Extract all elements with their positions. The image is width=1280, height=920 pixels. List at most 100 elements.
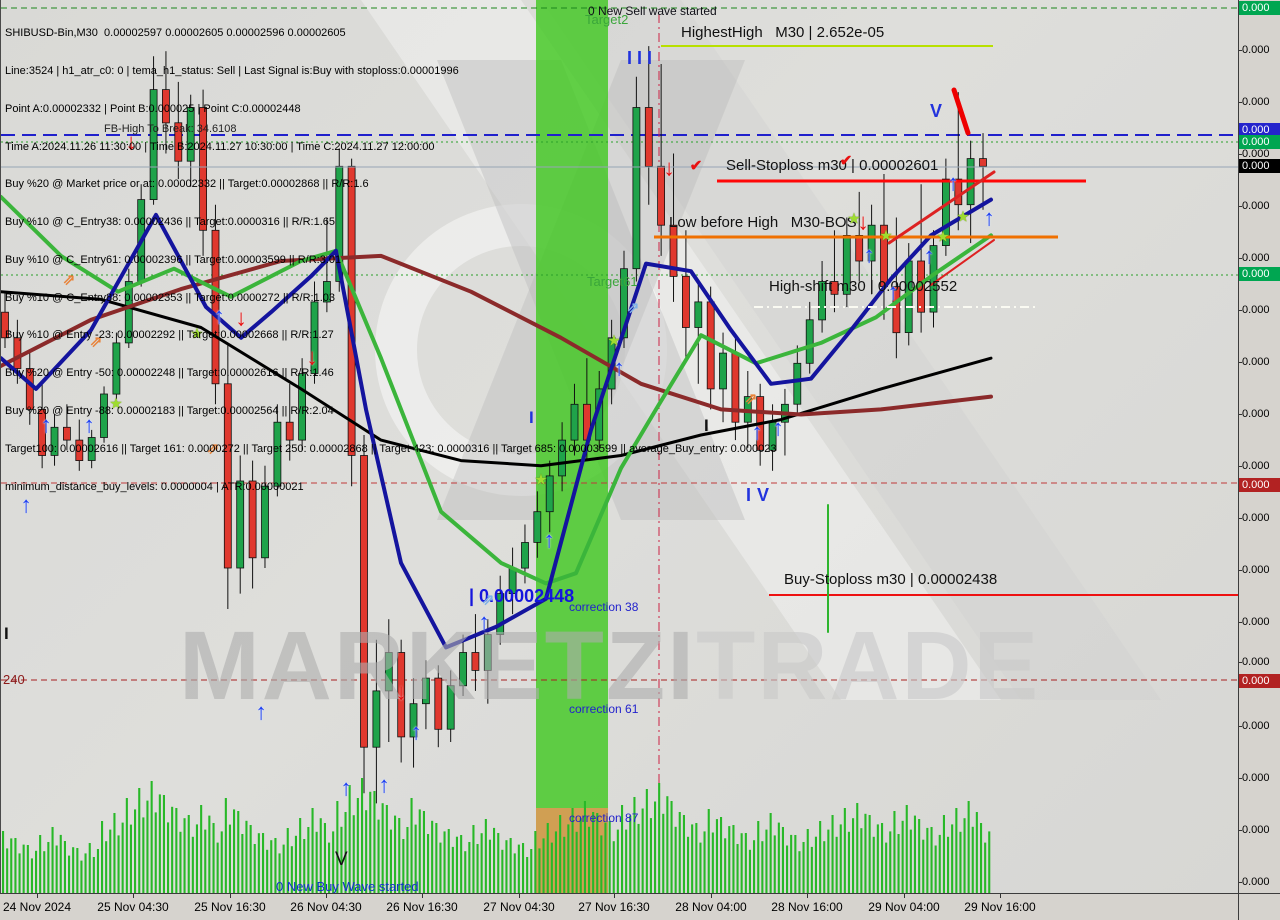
chart-plot-area[interactable]: MARKETZITRADE 0 New Sell wave started Tar… <box>0 0 1239 894</box>
volume-bar <box>550 842 553 893</box>
candle-bearish <box>954 178 963 206</box>
volume-bar <box>942 815 945 893</box>
time-axis-label: 29 Nov 16:00 <box>964 900 1036 914</box>
volume-bar <box>534 831 537 893</box>
volume-bar <box>559 815 562 893</box>
volume-bar <box>303 839 306 893</box>
impulse-mark-red[interactable] <box>951 87 971 136</box>
volume-bar <box>488 839 491 893</box>
buy-entry-50-line: Buy %20 @ Entry -50: 0.00002248 || Targe… <box>5 367 334 380</box>
volume-bar <box>480 833 483 893</box>
volume-bar <box>790 834 793 893</box>
volume-bar <box>6 848 9 893</box>
volume-bar <box>369 791 372 893</box>
volume-bar <box>501 849 504 893</box>
volume-bar <box>92 857 95 893</box>
volume-bar <box>757 821 760 893</box>
volume-bar <box>905 805 908 893</box>
volume-bar <box>51 827 54 893</box>
volume-bar <box>980 823 983 893</box>
candle-bearish <box>1 311 9 339</box>
price-axis-label: 0.000 <box>1242 200 1270 212</box>
trendline-red-2[interactable] <box>930 239 995 286</box>
symbol-ohlc-line: SHIBUSD-Bin,M30 0.00002597 0.00002605 0.… <box>5 27 346 40</box>
chart-canvas[interactable] <box>1 0 1239 893</box>
time-axis-tick <box>904 894 905 898</box>
candle-bullish <box>867 224 876 262</box>
volume-bar <box>583 801 586 893</box>
volume-bar <box>233 809 236 893</box>
targets-summary-line: Target100: 0.00002616 || Target 161: 0.0… <box>5 442 777 455</box>
candle-bearish <box>174 122 183 162</box>
candle-bullish <box>942 178 950 247</box>
volume-bar <box>117 835 120 893</box>
candle-bearish <box>211 229 220 385</box>
volume-bar <box>881 823 884 893</box>
volume-bar <box>868 815 871 893</box>
volume-bar <box>427 834 430 893</box>
candle-bullish <box>483 634 492 671</box>
candle-bullish <box>384 652 393 692</box>
volume-bar <box>827 829 830 893</box>
time-axis-tick <box>37 894 38 898</box>
time-axis[interactable]: 24 Nov 2024 25 Nov 04:30 25 Nov 16:30 26 No… <box>0 893 1238 920</box>
volume-bar <box>183 818 186 893</box>
volume-bar <box>885 842 888 893</box>
price-axis-tick <box>1239 206 1242 207</box>
candle-bullish <box>533 511 542 543</box>
volume-bar <box>385 805 388 893</box>
candle-bearish <box>360 455 368 748</box>
volume-bar <box>336 801 339 893</box>
volume-bar <box>662 813 665 893</box>
volume-bar <box>926 827 929 893</box>
volume-bar <box>30 858 33 893</box>
volume-bar <box>171 806 174 893</box>
volume-bar <box>451 846 454 893</box>
volume-bar <box>167 822 170 893</box>
volume-bar <box>299 818 302 893</box>
price-axis-tick <box>1239 570 1242 571</box>
buy-market-line: Buy %20 @ Market price or at: 0.00002332… <box>5 178 369 191</box>
volume-bar <box>736 844 739 893</box>
price-axis-tick <box>1239 310 1242 311</box>
volume-bar <box>138 788 141 893</box>
volume-bar <box>777 822 780 893</box>
volume-bar <box>711 832 714 893</box>
trendline-red-1[interactable] <box>887 170 996 245</box>
volume-bar <box>852 818 855 893</box>
volume-bar <box>344 812 347 893</box>
candle-bullish <box>842 234 851 295</box>
volume-bar <box>146 800 149 893</box>
volume-bar <box>237 811 240 893</box>
price-axis-badge: 0.000 <box>1239 135 1280 149</box>
volume-bar <box>872 836 875 893</box>
volume-bar <box>625 829 628 893</box>
candle-bullish <box>273 421 282 487</box>
candle-bearish <box>855 234 864 262</box>
indicator-info-block: SHIBUSD-Bin,M30 0.00002597 0.00002605 0.… <box>5 2 776 518</box>
volume-bar <box>835 836 838 893</box>
candle-bullish <box>558 439 566 477</box>
volume-bar <box>918 819 921 893</box>
ma-green-fast <box>1 195 993 586</box>
volume-bar <box>765 829 768 893</box>
candle-bearish <box>75 439 84 462</box>
volume-bar <box>439 842 442 893</box>
volume-bar <box>522 843 525 893</box>
volume-bar <box>728 826 731 893</box>
volume-bar <box>893 811 896 893</box>
candle-bearish <box>223 383 232 569</box>
volume-bar <box>332 831 335 893</box>
volume-bar <box>909 829 912 893</box>
volume-bar <box>967 801 970 893</box>
volume-bar <box>200 805 203 893</box>
volume-bar <box>633 797 636 893</box>
volume-bar <box>571 808 574 893</box>
candle-bullish <box>409 703 418 738</box>
price-axis[interactable]: 0.000 0.000 0.000 0.000 0.000 0.000 0.000 0.000… <box>1238 0 1280 893</box>
volume-bar <box>947 836 950 893</box>
volume-bar <box>769 813 772 893</box>
volume-bar <box>786 845 789 893</box>
volume-bar <box>315 831 318 893</box>
volume-bar <box>517 844 520 893</box>
